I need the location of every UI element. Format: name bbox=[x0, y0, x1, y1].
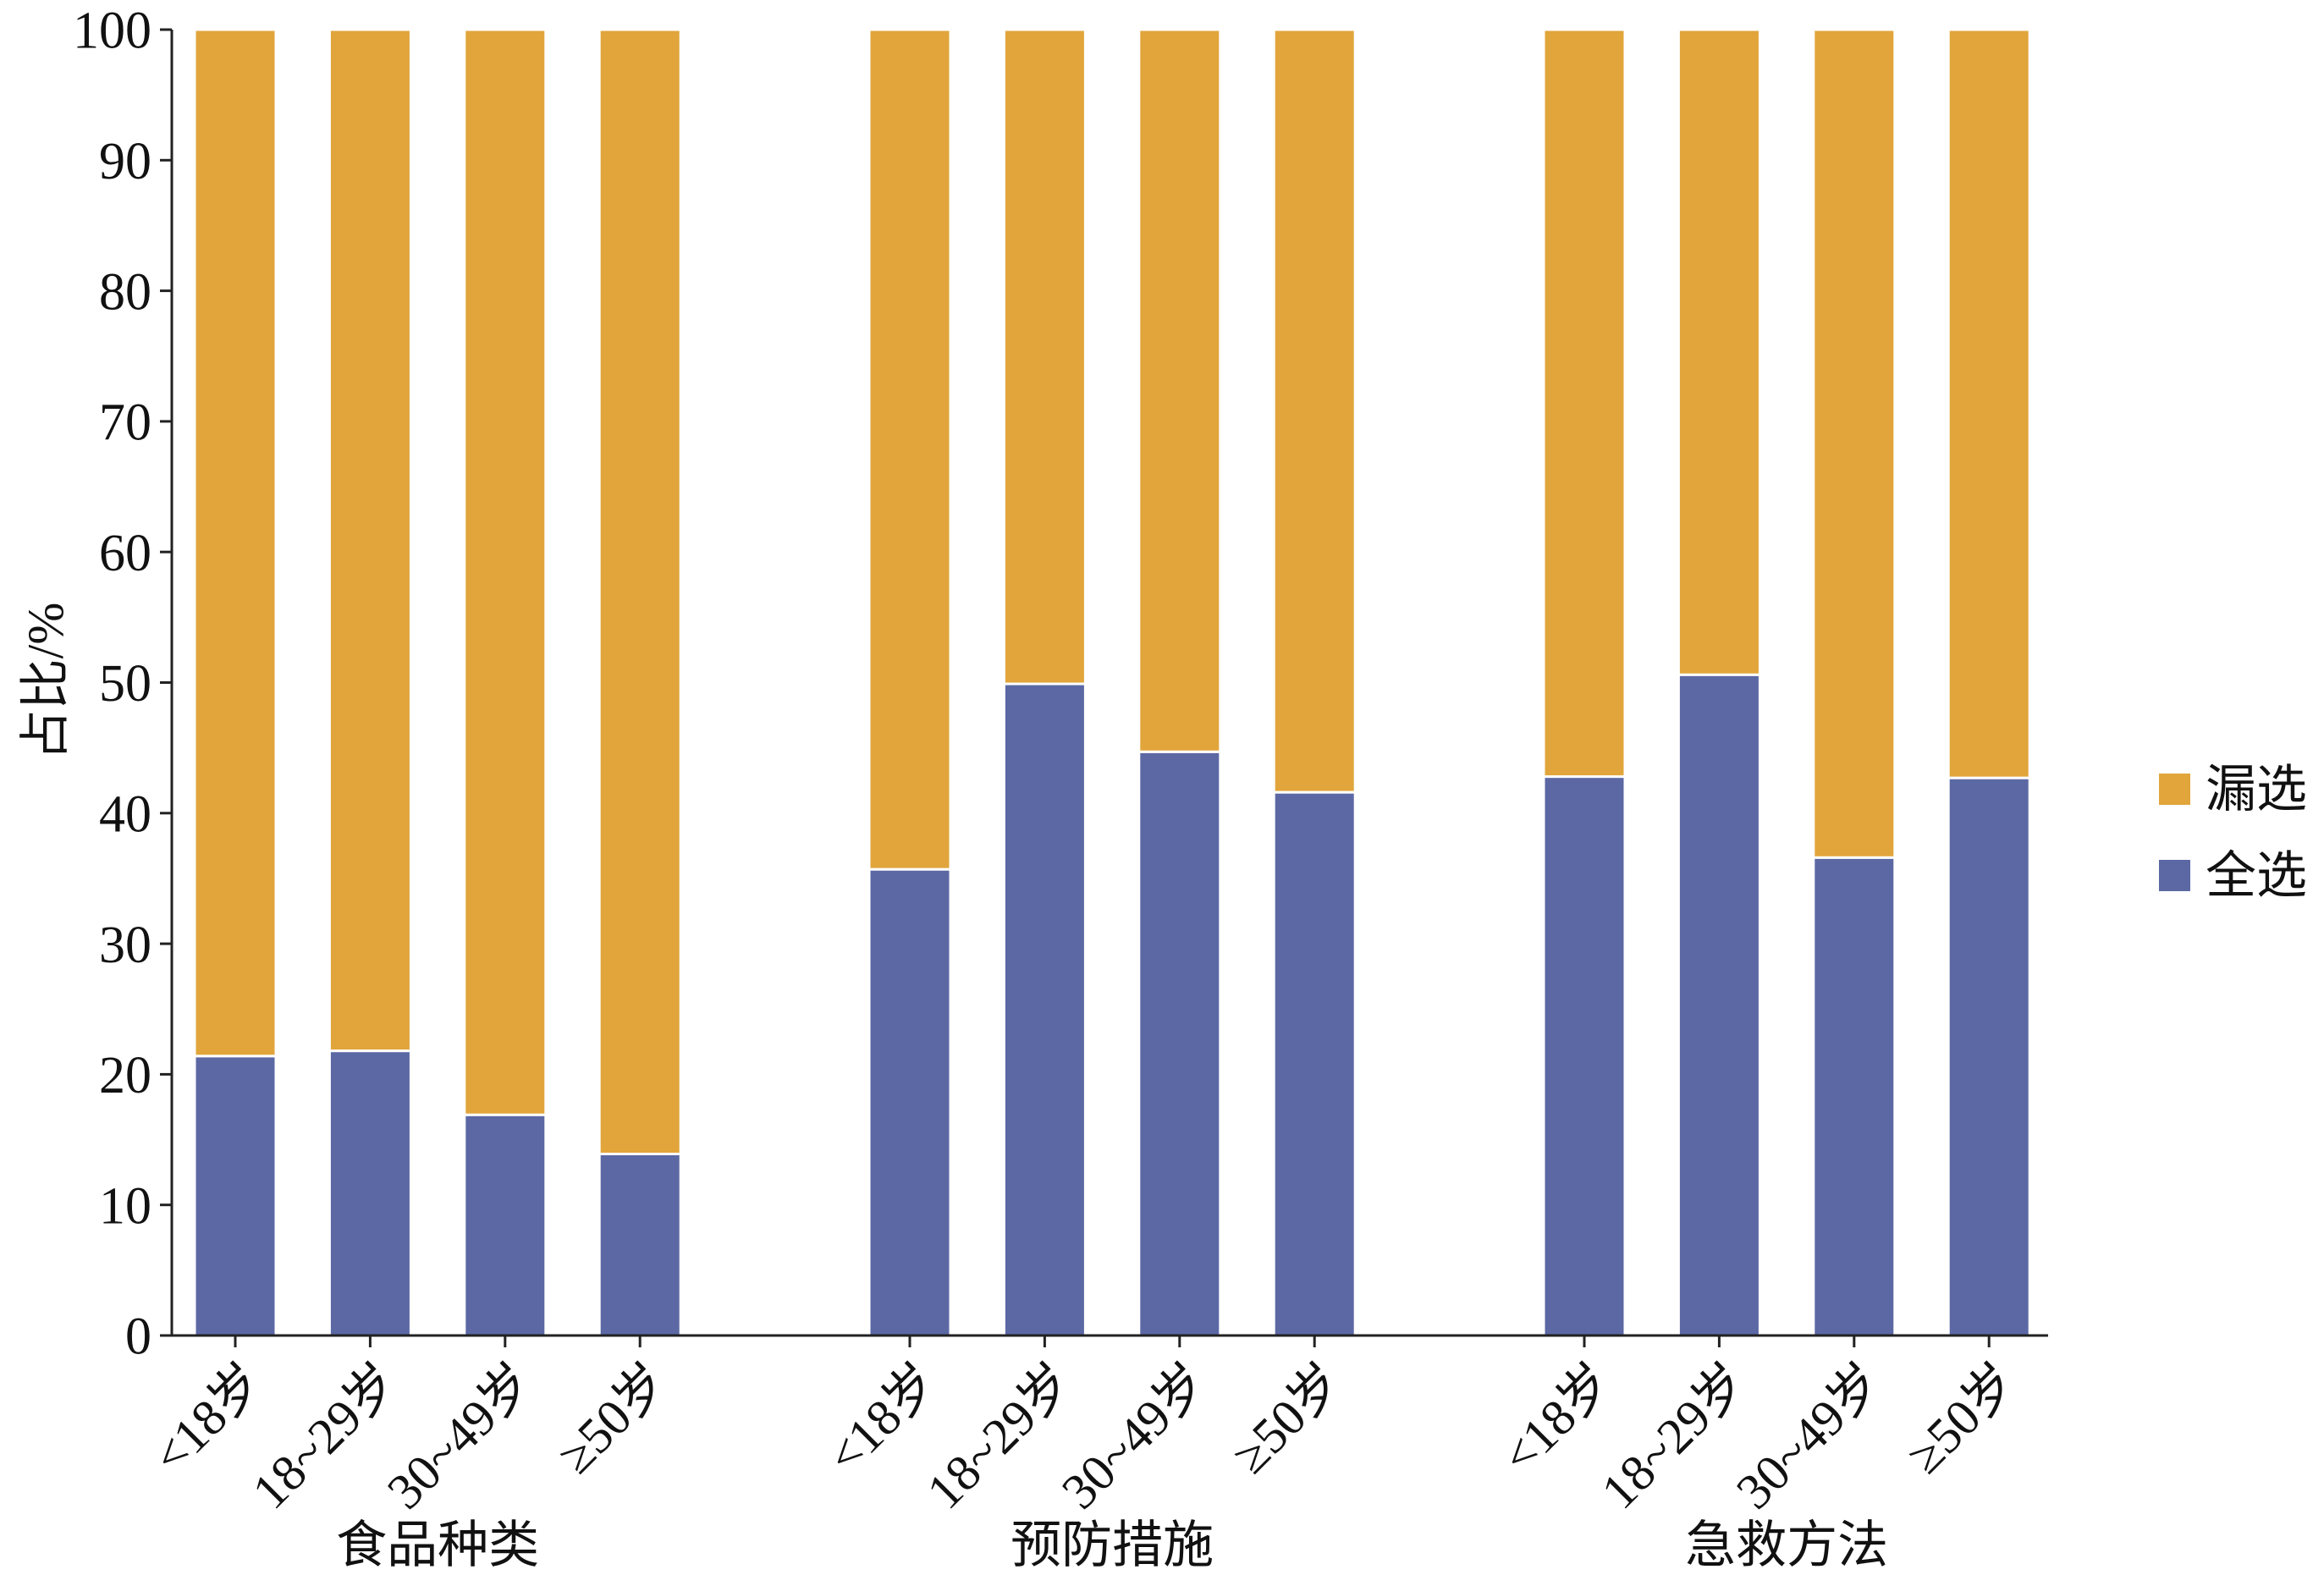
y-tick-label: 30 bbox=[99, 917, 151, 974]
y-tick-label: 100 bbox=[73, 3, 151, 60]
legend-item-full-selection: 全选 bbox=[2159, 848, 2307, 904]
bar-segment-full-selection bbox=[1812, 856, 1897, 1337]
bar-segment-missed-selection bbox=[598, 28, 682, 1156]
bar-segment-full-selection bbox=[1002, 682, 1087, 1337]
y-tick-label: 40 bbox=[99, 786, 151, 844]
bar-segment-full-selection bbox=[463, 1113, 548, 1337]
x-tick-label: ≥50岁 bbox=[548, 1353, 679, 1484]
x-tick-label: 30~49岁 bbox=[1051, 1353, 1218, 1520]
bar-segment-full-selection bbox=[867, 867, 952, 1337]
y-tick-label: 60 bbox=[99, 525, 151, 582]
bar-segment-missed-selection bbox=[1542, 28, 1627, 779]
bar-segment-full-selection bbox=[1947, 776, 2031, 1337]
bar-segment-missed-selection bbox=[1677, 28, 1761, 676]
x-tick-label: 18~29岁 bbox=[242, 1353, 409, 1520]
x-tick-label: <18岁 bbox=[817, 1353, 948, 1484]
group-label: 预防措施 bbox=[1011, 1517, 1214, 1573]
y-tick-label: 20 bbox=[99, 1047, 151, 1104]
bar-segment-full-selection bbox=[1542, 775, 1627, 1337]
bar-segment-missed-selection bbox=[193, 28, 278, 1058]
bar-segment-full-selection bbox=[598, 1153, 682, 1337]
bar-segment-missed-selection bbox=[867, 28, 952, 871]
x-tick-label: ≥50岁 bbox=[1897, 1353, 2028, 1484]
bar-segment-full-selection bbox=[1137, 750, 1222, 1337]
bar-segment-full-selection bbox=[1677, 673, 1761, 1337]
legend-swatch-missed-selection bbox=[2159, 774, 2190, 805]
x-tick-label: 30~49岁 bbox=[377, 1353, 543, 1520]
legend-item-missed-selection: 漏选 bbox=[2159, 762, 2307, 818]
bar-segment-missed-selection bbox=[1137, 28, 1222, 753]
bar-segment-missed-selection bbox=[463, 28, 548, 1116]
group-label: 食品种类 bbox=[336, 1517, 539, 1573]
y-tick-label: 50 bbox=[99, 655, 151, 713]
x-tick-label: 18~29岁 bbox=[917, 1353, 1083, 1520]
y-axis-label: 占比/% bbox=[18, 603, 74, 761]
bar-segment-missed-selection bbox=[1812, 28, 1897, 859]
y-tick-label: 10 bbox=[99, 1177, 151, 1235]
bar-segment-full-selection bbox=[1272, 790, 1357, 1337]
y-tick-label: 70 bbox=[99, 394, 151, 452]
bar-segment-missed-selection bbox=[328, 28, 412, 1053]
y-tick-label: 90 bbox=[99, 133, 151, 190]
x-tick-label: 18~29岁 bbox=[1591, 1353, 1758, 1520]
bar-segment-missed-selection bbox=[1947, 28, 2031, 779]
bar-segment-missed-selection bbox=[1002, 28, 1087, 686]
x-tick-label: <18岁 bbox=[142, 1353, 273, 1484]
x-tick-label: ≥50岁 bbox=[1222, 1353, 1353, 1484]
group-label: 急救方法 bbox=[1685, 1517, 1888, 1573]
x-tick-label: 30~49岁 bbox=[1726, 1353, 1892, 1520]
bar-segment-full-selection bbox=[193, 1055, 278, 1337]
legend-swatch-full-selection bbox=[2159, 860, 2190, 891]
y-tick-label: 0 bbox=[125, 1308, 151, 1366]
y-tick-label: 80 bbox=[99, 263, 151, 321]
bar-segment-full-selection bbox=[328, 1049, 412, 1337]
legend: 漏选 全选 bbox=[2159, 762, 2307, 904]
bar-segment-missed-selection bbox=[1272, 28, 1357, 794]
legend-label-full-selection: 全选 bbox=[2206, 848, 2307, 904]
x-tick-label: <18岁 bbox=[1491, 1353, 1622, 1484]
legend-label-missed-selection: 漏选 bbox=[2206, 762, 2307, 818]
